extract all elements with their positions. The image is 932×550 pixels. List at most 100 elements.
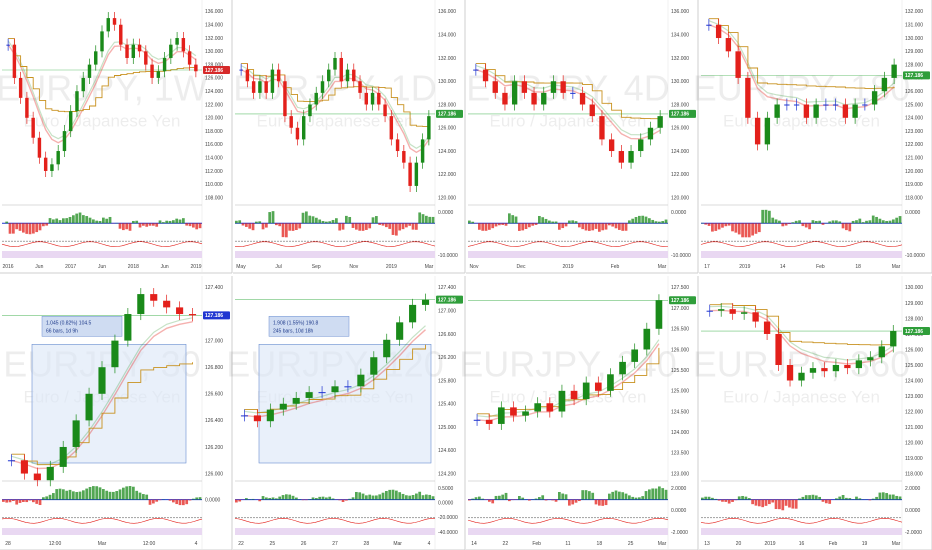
chart-panel-6[interactable]: 127.400 127.000 126.600 126.200 125.800 125.4… [226,276,466,550]
osc-histogram-bar [235,499,238,503]
chart-panel-5[interactable]: 127.400127.200127.000126.800126.600126.4… [0,276,233,550]
osc-histogram-bar [571,499,575,505]
osc-histogram-bar [828,221,832,224]
candle-body [94,51,98,65]
osc-histogram-bar [345,499,348,501]
osc-histogram-bar [878,218,882,224]
cloud-step-line [11,362,193,466]
osc-histogram-bar [511,215,515,224]
osc-histogram-bar [155,223,159,227]
chart-panel-8[interactable]: 130.000129.000128.000127.000126.000125.0… [693,276,932,550]
osc-histogram-bar [388,223,392,229]
osc-histogram-bar [601,223,605,231]
candle-body [301,116,306,140]
y-tick-label: 126.400 [205,418,223,424]
watermark-description: Euro / Japanese Yen [490,388,647,407]
osc-histogram-bar [2,499,5,502]
candle-body [763,321,771,334]
x-tick-label: Feb [532,541,541,547]
osc-histogram-bar [764,499,768,506]
candle-body [81,77,85,92]
x-tick-label: 11 [565,541,570,547]
osc-histogram-bar [55,218,59,224]
osc-histogram-bar [848,223,852,232]
candle-body [878,346,885,358]
candle-body [558,390,566,412]
chart-panel-4[interactable]: 132.000131.000130.000129.000128.000127.0… [693,0,932,274]
candle-body [163,300,171,308]
candle-body [396,322,404,340]
candle-body [844,364,851,369]
osc-histogram-bar [824,499,828,504]
osc-histogram-bar [664,219,668,224]
y-tick-label: 125.000 [671,389,689,395]
osc-histogram-bar [95,486,99,500]
x-tick-label: Dec [517,264,526,270]
osc-histogram-bar [618,223,621,230]
osc-histogram-bar [768,499,771,505]
watermark-symbol: EURJPY, 240 [459,344,676,385]
y-tick-label: 123.000 [671,471,689,477]
osc-histogram-bar [711,497,714,500]
osc-histogram-bar [641,496,645,500]
y-tick-label: 118.000 [905,195,923,201]
osc-tick-label: 2.0000 [671,486,687,492]
osc-histogram-bar [528,223,531,228]
osc-histogram-bar [751,499,754,505]
osc-histogram-bar [608,493,611,500]
y-tick-label: 124.000 [205,89,223,95]
chart-panel-1[interactable]: 136.000 134.000 132.000 130.000 128.000 126.0… [0,0,233,274]
osc-histogram-bar [182,499,185,506]
osc-histogram-bar [261,223,265,230]
osc-histogram-bar [704,223,708,225]
osc-histogram-bar [714,498,718,500]
x-tick-label: 22 [503,541,509,547]
candle-body [420,139,425,163]
osc-histogram-bar [648,489,651,500]
chart-panel-2[interactable]: 136.000 134.000 132.000 130.000 128.000 126.0… [233,0,466,274]
osc-histogram-bar [331,219,335,224]
x-tick-label: 12:00 [143,541,156,547]
osc-histogram-bar [568,220,571,224]
osc-histogram-bar [178,499,182,506]
osc-histogram-bar [858,498,862,500]
osc-histogram-bar [368,494,372,500]
candle-body [619,361,626,375]
osc-histogram-bar [411,223,415,230]
candle-body [175,38,179,45]
ribbon-ema-line-2 [709,305,894,361]
y-tick-label: 122.000 [205,102,223,108]
y-tick-label: 120.000 [905,440,923,446]
price-tag-label: 127.186 [671,298,689,304]
candle-body [715,24,722,39]
chart-panel-3[interactable]: 136.000 134.000 132.000 130.000 128.000 126.0… [466,0,699,274]
candle-body [20,460,28,474]
chart-panel-7[interactable]: 127.500 127.000 126.500 126.000 125.500 125.0… [459,276,699,550]
candle-body [754,117,761,145]
y-tick-label: 127.400 [438,285,456,291]
osc-histogram-bar [858,218,862,224]
y-tick-label: 134.000 [205,23,223,29]
osc-histogram-bar [564,494,568,500]
osc-histogram-bar [378,223,382,225]
watermark-description: Euro / Japanese Yen [490,112,647,131]
x-tick-label: Mar [98,541,107,547]
osc-histogram-bar [481,498,485,500]
x-tick-label: 18 [855,264,861,270]
osc-histogram-bar [875,216,878,224]
y-tick-label: 126.000 [671,126,689,132]
osc-histogram-bar [62,218,65,224]
osc-histogram-bar [85,488,89,500]
x-tick-label: 14 [780,264,786,270]
osc-histogram-bar [371,495,375,500]
osc-histogram-bar [838,496,842,500]
candle-body [327,69,331,82]
osc-histogram-bar [375,216,378,224]
osc-histogram-bar [734,223,738,233]
measure-label-box [41,316,123,337]
osc-histogram-bar [271,497,275,500]
osc-histogram-bar [794,499,798,509]
osc-histogram-bar [92,219,95,224]
osc-histogram-bar [55,489,59,500]
cloud-step-line [475,63,661,120]
